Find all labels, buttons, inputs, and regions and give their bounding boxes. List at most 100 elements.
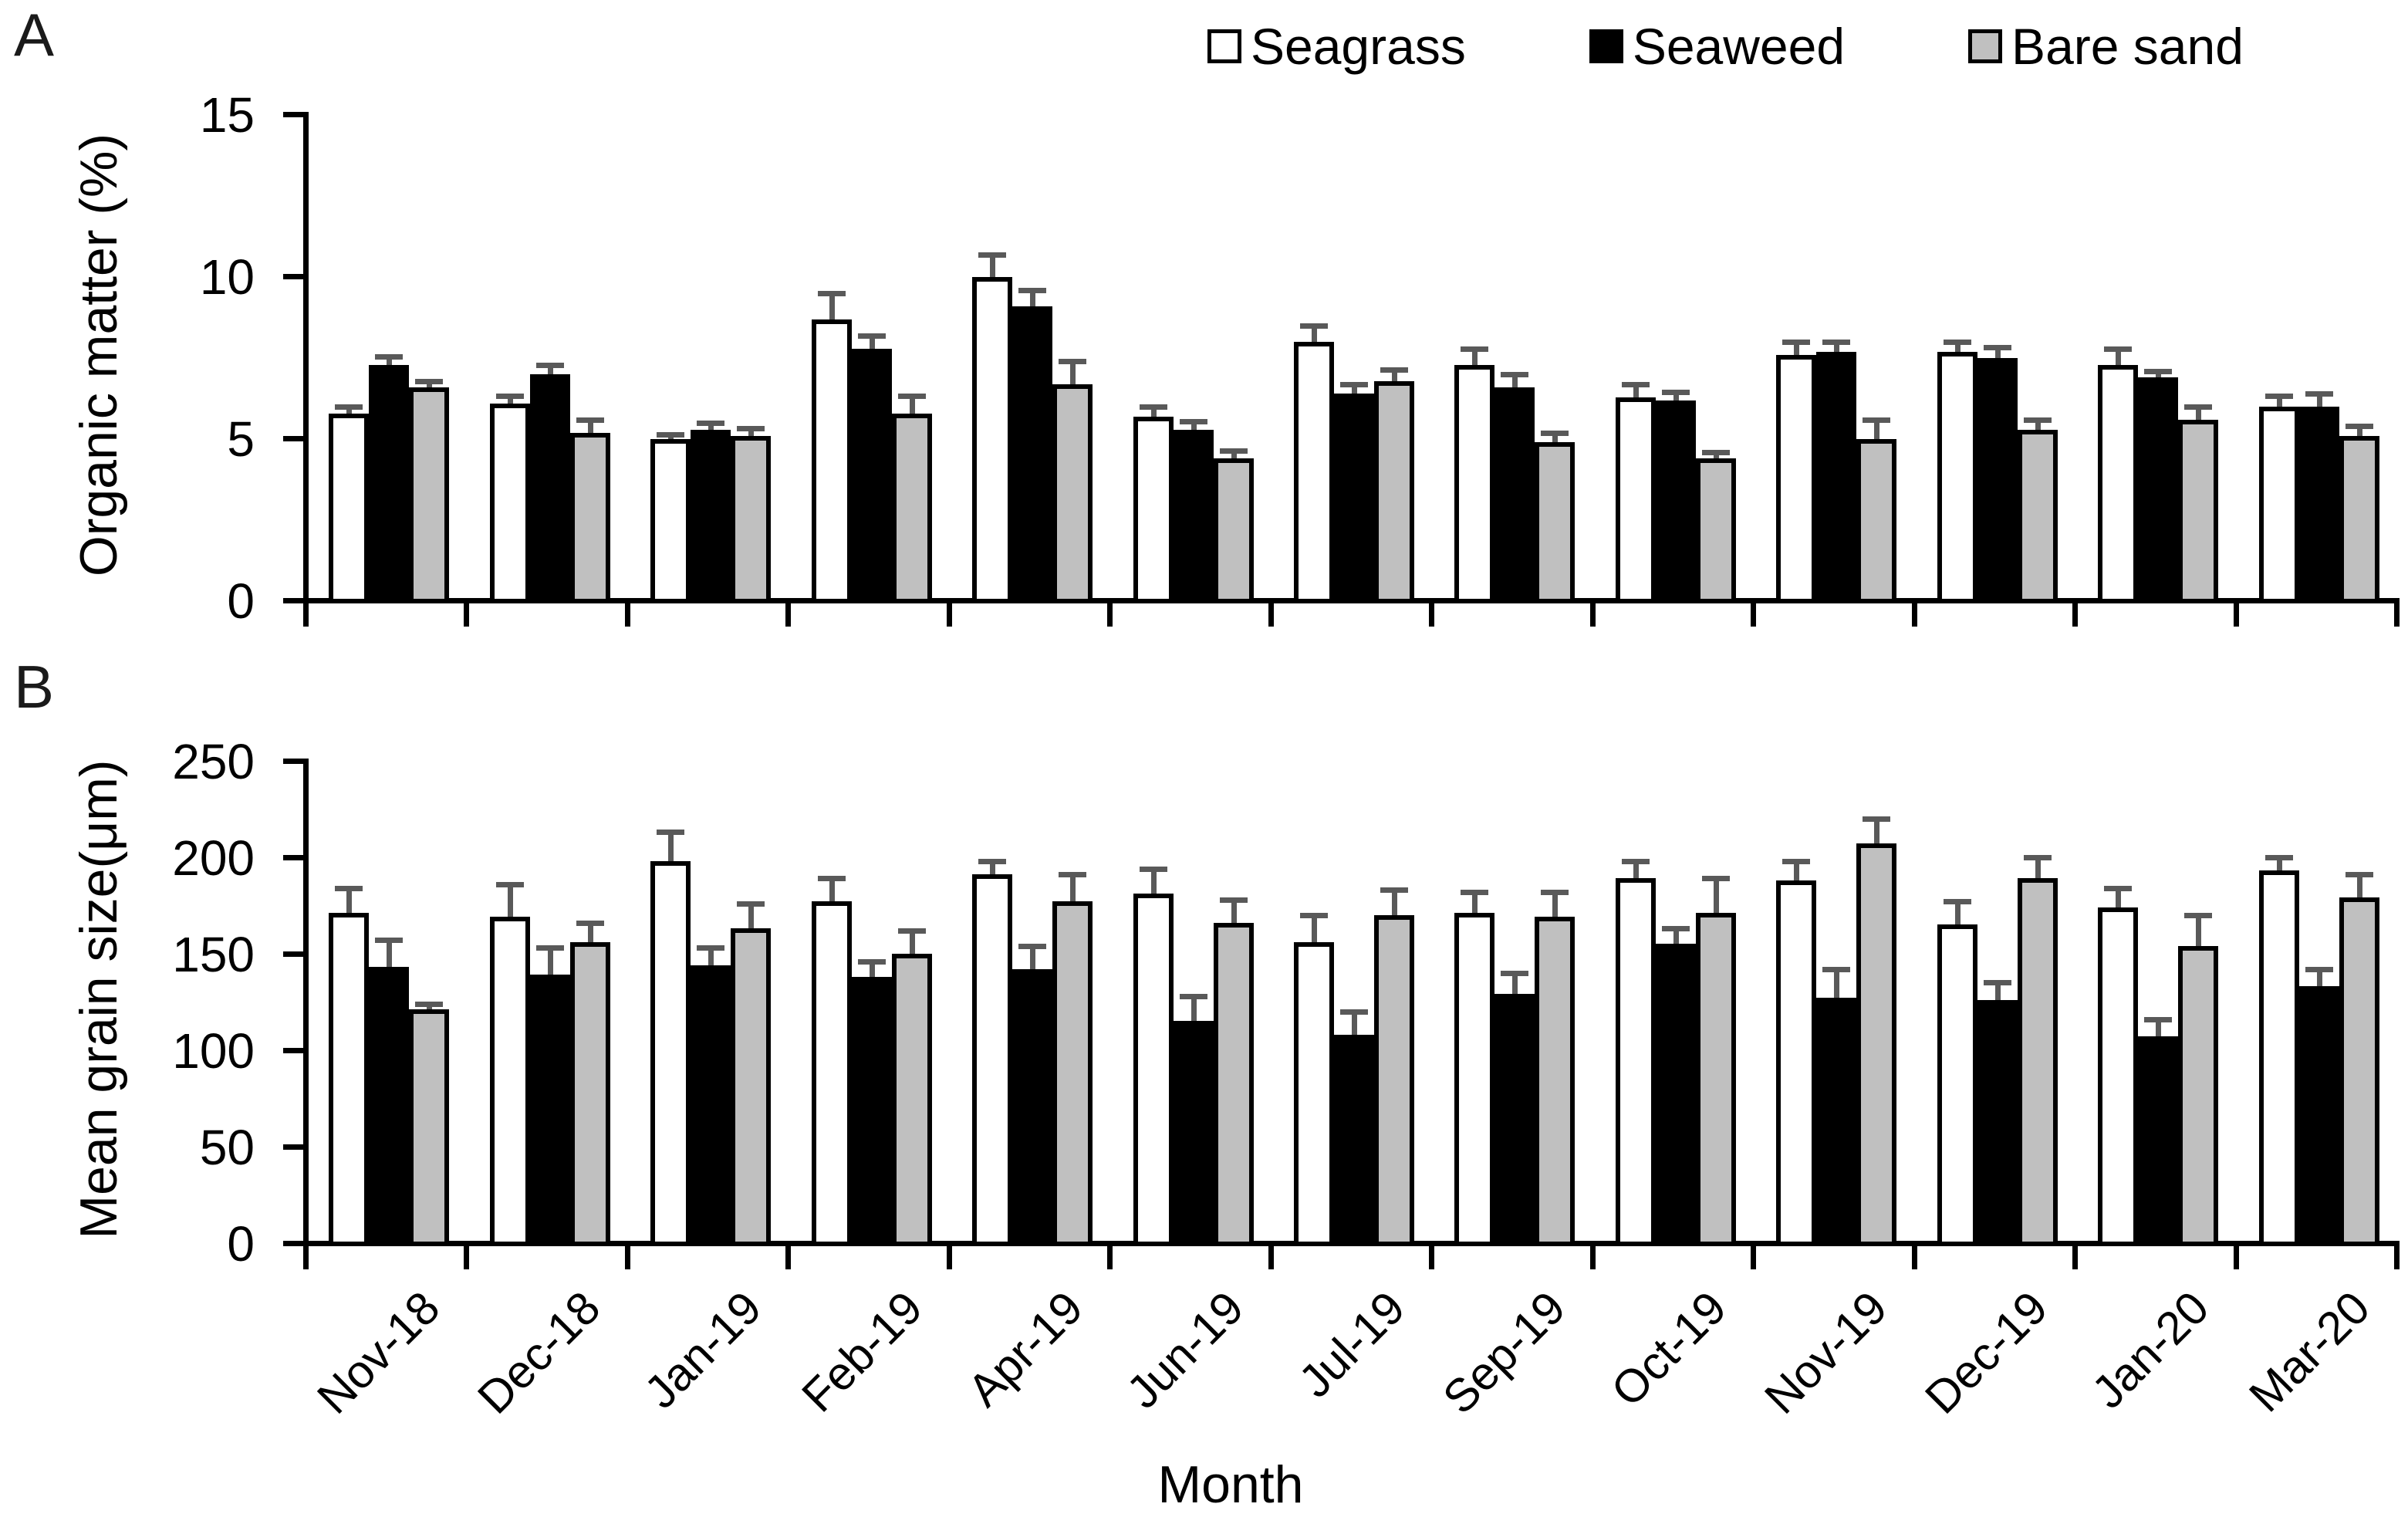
x-tick — [2072, 603, 2079, 627]
bar-seagrass — [650, 860, 691, 1246]
error-bar-cap — [2144, 1016, 2173, 1022]
error-bar — [748, 427, 755, 436]
error-bar — [1954, 901, 1961, 924]
error-bar-cap — [1300, 912, 1328, 918]
error-bar-cap — [2104, 885, 2133, 891]
error-bar — [427, 380, 433, 387]
bar-seagrass — [2098, 364, 2139, 603]
error-bar — [587, 420, 593, 433]
error-bar — [2116, 887, 2122, 907]
bar-seagrass — [811, 319, 852, 603]
error-bar-cap — [1501, 970, 1529, 976]
error-bar — [587, 922, 593, 942]
y-tick — [283, 759, 303, 764]
bar-seagrass — [329, 913, 370, 1246]
bar-seagrass — [1294, 941, 1334, 1246]
error-bar — [1834, 342, 1840, 352]
error-bar-cap — [1541, 430, 1569, 436]
bar-seaweed — [851, 976, 892, 1246]
error-bar-cap — [1943, 899, 1971, 904]
error-bar-cap — [897, 928, 926, 934]
error-bar — [1312, 914, 1317, 942]
bar-seagrass — [1776, 880, 1817, 1246]
error-bar — [1150, 407, 1157, 417]
y-axis-line — [303, 112, 309, 603]
bar-seaweed — [1173, 1021, 1214, 1246]
error-bar-cap — [737, 425, 765, 431]
bar-seaweed — [2298, 986, 2339, 1246]
error-bar-cap — [1340, 381, 1368, 387]
bar-seagrass — [2258, 407, 2299, 603]
bar-seaweed — [369, 967, 410, 1246]
bar-bare-sand — [891, 953, 932, 1246]
error-bar — [2156, 1019, 2162, 1036]
error-bar-cap — [2184, 912, 2213, 918]
x-tick — [785, 1246, 792, 1269]
error-bar-cap — [697, 421, 725, 427]
panel-a-letter: A — [14, 1, 55, 69]
y-axis-line — [303, 759, 309, 1246]
x-tick — [464, 603, 470, 627]
bar-seagrass — [972, 277, 1013, 603]
x-tick-label: Jan-20 — [2082, 1281, 2219, 1418]
x-tick-label: Jan-19 — [634, 1281, 772, 1418]
x-tick — [464, 1246, 470, 1269]
error-bar — [1633, 860, 1639, 878]
bar-bare-sand — [731, 436, 772, 603]
error-bar-cap — [375, 938, 404, 943]
error-bar-cap — [1501, 372, 1529, 378]
error-bar — [748, 903, 755, 928]
error-bar — [1392, 369, 1397, 381]
bar-seaweed — [691, 429, 731, 603]
error-bar — [1713, 878, 1719, 913]
bar-bare-sand — [409, 387, 450, 603]
error-bar — [1673, 392, 1679, 400]
y-tick-label: 150 — [172, 927, 255, 982]
bar-bare-sand — [1052, 901, 1093, 1246]
x-tick-label: Apr-19 — [957, 1281, 1093, 1417]
error-bar — [2116, 348, 2122, 365]
x-tick — [1911, 1246, 1917, 1269]
x-tick — [946, 1246, 952, 1269]
x-tick — [2233, 1246, 2239, 1269]
bar-seaweed — [1977, 999, 2018, 1246]
error-bar — [1352, 384, 1357, 394]
error-bar-cap — [1139, 866, 1167, 872]
error-bar — [507, 395, 513, 404]
bar-bare-sand — [1052, 384, 1093, 603]
bar-seagrass — [1454, 913, 1495, 1246]
error-bar — [1030, 290, 1036, 306]
y-tick-label: 200 — [172, 830, 255, 886]
bar-bare-sand — [1695, 458, 1736, 603]
error-bar — [1231, 450, 1237, 459]
x-tick — [1589, 603, 1596, 627]
error-bar-cap — [2345, 424, 2373, 430]
bar-bare-sand — [1856, 439, 1897, 603]
bare-sand-swatch-icon — [1968, 29, 2003, 63]
bar-bare-sand — [2178, 420, 2219, 603]
bar-seaweed — [2298, 407, 2339, 603]
x-tick — [1107, 1246, 1113, 1269]
error-bar — [909, 395, 915, 414]
error-bar — [2356, 874, 2362, 897]
bar-bare-sand — [1374, 380, 1414, 603]
bar-bare-sand — [1856, 843, 1897, 1246]
error-bar — [1472, 891, 1478, 913]
bar-bare-sand — [1213, 922, 1254, 1246]
bar-bare-sand — [1695, 913, 1736, 1246]
y-tick — [283, 436, 303, 441]
legend-label: Bare sand — [2011, 18, 2244, 75]
error-bar — [1352, 1011, 1357, 1035]
error-bar-cap — [2305, 966, 2333, 972]
x-tick-label: Feb-19 — [791, 1281, 932, 1422]
error-bar-cap — [415, 1001, 444, 1007]
legend-label: Seagrass — [1251, 18, 1466, 75]
x-tick — [1429, 603, 1435, 627]
error-bar — [2035, 420, 2041, 430]
error-bar — [1512, 972, 1518, 994]
legend-item-seagrass: Seagrass — [1207, 17, 1466, 76]
bar-seagrass — [1133, 894, 1174, 1246]
error-bar-cap — [2345, 872, 2373, 877]
error-bar — [387, 940, 393, 967]
error-bar — [1472, 348, 1478, 365]
